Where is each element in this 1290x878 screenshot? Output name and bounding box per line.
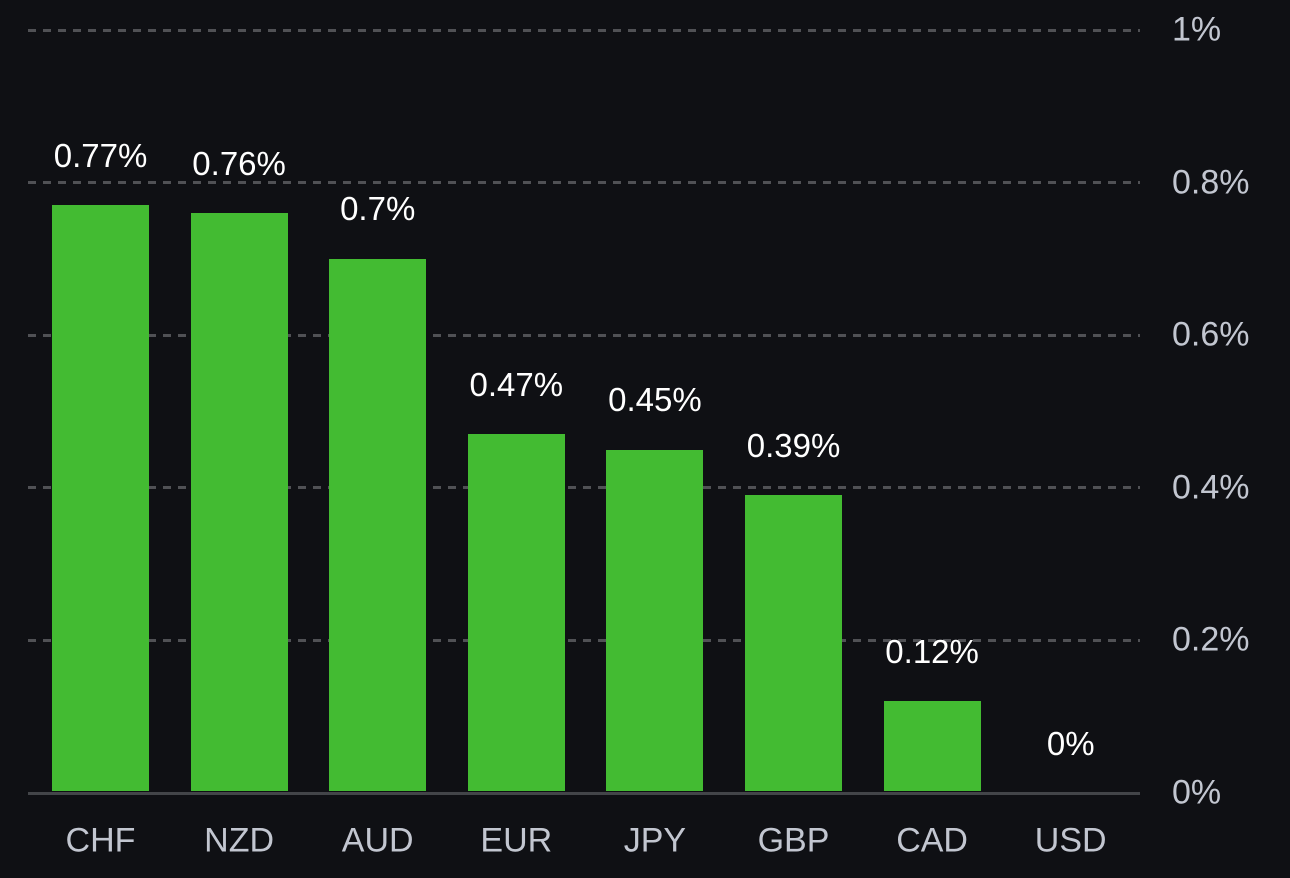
gridline	[28, 333, 1140, 337]
x-axis-label-chf: CHF	[65, 821, 136, 860]
bar-value-label: 0.45%	[608, 381, 702, 419]
gridline	[28, 486, 1140, 490]
bar-aud	[329, 258, 427, 792]
bar-cad	[883, 701, 981, 792]
bar-chf	[52, 205, 149, 792]
bar-value-label: 0.12%	[885, 632, 979, 670]
x-axis-line	[28, 791, 1140, 795]
bar-value-label: 0.39%	[746, 426, 841, 464]
bar-eur	[467, 434, 565, 792]
bar-jpy	[606, 449, 704, 792]
y-axis-tick-label: 1%	[1172, 10, 1222, 49]
x-axis-label-jpy: JPY	[623, 821, 687, 860]
y-axis-tick-label: 0.4%	[1172, 468, 1250, 507]
x-axis-label-cad: CAD	[896, 821, 968, 860]
x-axis-label-nzd: NZD	[204, 821, 275, 860]
y-axis-tick-label: 0.6%	[1172, 315, 1250, 354]
gridline	[28, 638, 1140, 642]
bar-value-label: 0.76%	[192, 144, 286, 182]
y-axis-tick-label: 0.8%	[1172, 163, 1250, 202]
gridline	[28, 181, 1140, 185]
x-axis-label-aud: AUD	[341, 821, 414, 860]
y-axis-tick-label: 0%	[1172, 773, 1222, 812]
bar-value-label: 0.77%	[53, 136, 148, 174]
bar-nzd	[190, 213, 288, 792]
x-axis-label-gbp: GBP	[757, 821, 830, 860]
y-axis-tick-label: 0.2%	[1172, 620, 1250, 659]
x-axis-label-eur: EUR	[480, 821, 553, 860]
gridline	[28, 28, 1140, 32]
bar-value-label: 0%	[1046, 724, 1095, 762]
bar-gbp	[745, 495, 842, 792]
bar-value-label: 0.7%	[340, 190, 416, 228]
x-axis-label-usd: USD	[1034, 821, 1107, 860]
bar-value-label: 0.47%	[469, 365, 564, 403]
